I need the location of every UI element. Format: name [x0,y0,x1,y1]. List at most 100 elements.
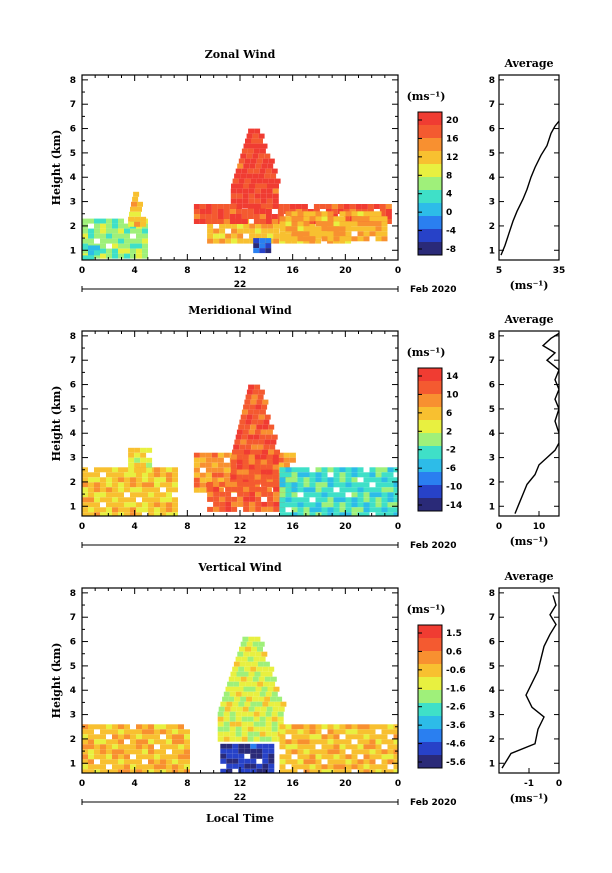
heatmap-cell [254,203,261,209]
heatmap-cell [333,467,340,473]
y-tick-label: 3 [70,711,76,721]
average-title: Average [503,313,553,326]
heatmap-cell [250,758,257,764]
heatmap-cell [387,769,394,773]
heatmap-cell [267,496,274,502]
heatmap-cell [291,226,298,232]
heatmap-cell [333,764,340,770]
heatmap-cell [369,472,376,478]
heatmap-cell [82,228,88,234]
heatmap-cell [100,233,106,239]
heatmap-cell [225,481,232,487]
heatmap-cell [244,701,251,707]
heatmap-cell [261,143,268,149]
heatmap-cell [82,497,88,503]
heatmap-cell [134,221,141,227]
heatmap-cell [315,231,322,237]
heatmap-region-central-low [207,481,286,512]
heatmap-cell [270,173,277,179]
colorbar-swatch [418,729,442,743]
heatmap-cell [248,671,255,677]
heatmap-cell [327,502,334,508]
heatmap-cell [256,158,263,164]
heatmap-cell [160,769,166,773]
heatmap-cell [106,467,112,473]
heatmap-cell [303,216,310,222]
panel-title: Meridional Wind [188,304,292,317]
heatmap-cell [291,764,298,770]
heatmap-cell [375,739,382,745]
heatmap-region-convective-tower [230,384,280,485]
heatmap-cell [247,209,254,214]
y-tick-label: 7 [70,100,76,110]
heatmap-cell [265,209,272,214]
heatmap-cell [94,769,100,773]
heatmap-cell [94,512,100,516]
heatmap-cell [106,724,112,730]
heatmap-cell [130,238,136,244]
heatmap-cell [88,749,94,755]
colorbar-swatch [418,485,442,499]
heatmap-cell [247,726,254,732]
heatmap-cell [381,482,388,488]
heatmap-cell [94,253,100,259]
heatmap-cell [118,744,124,750]
colorbar-swatch [418,164,442,178]
heatmap-cell [241,711,248,717]
heatmap-cell [112,739,118,745]
heatmap-cell [124,467,130,473]
heatmap-cell [266,474,273,480]
heatmap-cell [217,477,224,483]
heatmap-cell [154,734,160,740]
heatmap-cell [309,744,316,750]
heatmap-cell [259,691,266,697]
heatmap-cell [253,656,260,662]
heatmap-cell [256,753,263,759]
heatmap-cell [327,467,334,473]
heatmap-cell [211,204,218,209]
heatmap-cell [297,734,304,740]
heatmap-cell [225,233,232,239]
heatmap-cell [243,501,250,507]
heatmap-cell [279,759,286,765]
heatmap-cell [238,158,245,164]
heatmap-cell [172,759,178,765]
heatmap-cell [248,474,255,480]
avg-y-tick-label: 1 [489,246,495,256]
y-tick-label: 2 [70,222,76,232]
heatmap-cell [242,469,249,475]
heatmap-cell [112,248,118,254]
heatmap-cell [291,487,298,493]
colorbar-swatch [418,625,442,639]
heatmap-cell [345,724,352,730]
heatmap-cell [267,491,274,497]
heatmap-cell [339,497,346,503]
heatmap-cell [94,749,100,755]
y-tick-label: 5 [70,662,76,672]
heatmap-cell [230,459,237,465]
heatmap-cell [273,481,280,487]
heatmap-cell [211,467,218,473]
heatmap-cell [327,734,334,740]
x-axis-label: Local Time [206,812,274,825]
heatmap-cell [211,457,218,463]
colorbar-tick-label: 4 [446,190,452,200]
heatmap-cell [271,691,278,697]
heatmap-cell [262,701,269,707]
heatmap-cell [146,457,153,463]
heatmap-cell [289,204,296,209]
heatmap-cell [130,739,136,745]
heatmap-cell [249,496,256,502]
avg-y-tick-label: 1 [489,502,495,512]
heatmap-cell [178,734,184,740]
average-title: Average [503,57,553,70]
heatmap-cells [82,384,398,516]
heatmap-cell [246,133,253,139]
heatmap-cell [387,497,394,503]
heatmap-cell [393,739,398,745]
heatmap-cell [251,394,258,400]
heatmap-cell [315,502,322,508]
heatmap-cell [255,686,262,692]
heatmap-cell [136,739,142,745]
heatmap-cell [229,214,236,219]
